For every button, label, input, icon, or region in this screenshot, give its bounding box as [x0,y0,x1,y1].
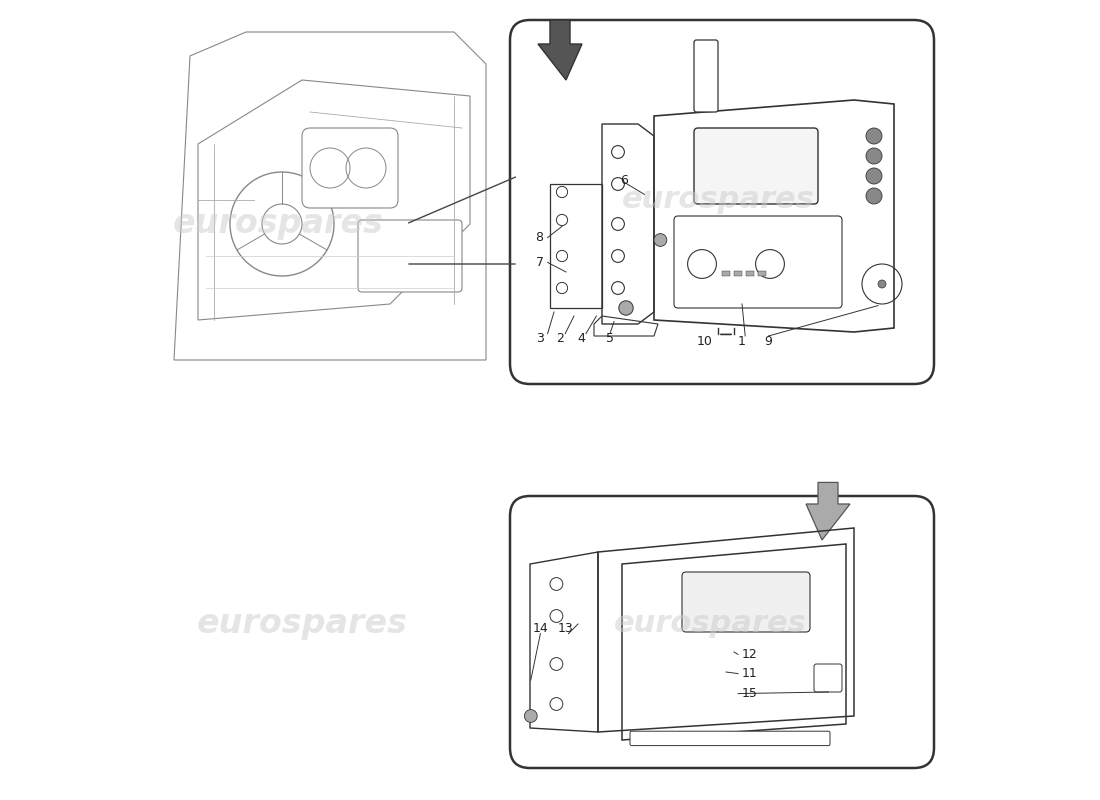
Text: 11: 11 [742,667,758,680]
FancyBboxPatch shape [694,128,818,204]
Circle shape [654,234,667,246]
Text: 15: 15 [742,687,758,700]
FancyBboxPatch shape [682,572,810,632]
Bar [758,271,766,276]
Bar [734,271,742,276]
Text: 6: 6 [620,174,628,186]
Circle shape [866,188,882,204]
Text: 13: 13 [558,622,574,634]
Text: 7: 7 [536,256,543,269]
FancyBboxPatch shape [358,220,462,292]
Circle shape [525,710,537,722]
Circle shape [866,148,882,164]
Circle shape [866,168,882,184]
Circle shape [878,280,886,288]
FancyBboxPatch shape [674,216,842,308]
Circle shape [866,128,882,144]
Text: 9: 9 [764,335,772,348]
Text: eurospares: eurospares [621,186,814,214]
Text: eurospares: eurospares [173,207,384,241]
Text: 12: 12 [742,648,758,661]
Text: 2: 2 [557,332,564,345]
FancyBboxPatch shape [814,664,842,692]
Text: 1: 1 [738,335,746,348]
Polygon shape [538,20,582,80]
FancyBboxPatch shape [510,496,934,768]
Text: 8: 8 [536,231,543,244]
Text: 14: 14 [532,622,548,634]
Circle shape [619,301,634,315]
Text: 10: 10 [696,335,713,348]
Text: eurospares: eurospares [614,610,806,638]
Bar [746,271,754,276]
FancyBboxPatch shape [630,731,830,746]
Bar [722,271,730,276]
FancyBboxPatch shape [510,20,934,384]
Polygon shape [806,482,850,540]
FancyBboxPatch shape [302,128,398,208]
Text: 4: 4 [578,332,585,345]
Text: eurospares: eurospares [197,607,407,641]
Text: 5: 5 [606,332,614,345]
Text: 3: 3 [536,332,543,345]
FancyBboxPatch shape [694,40,718,112]
